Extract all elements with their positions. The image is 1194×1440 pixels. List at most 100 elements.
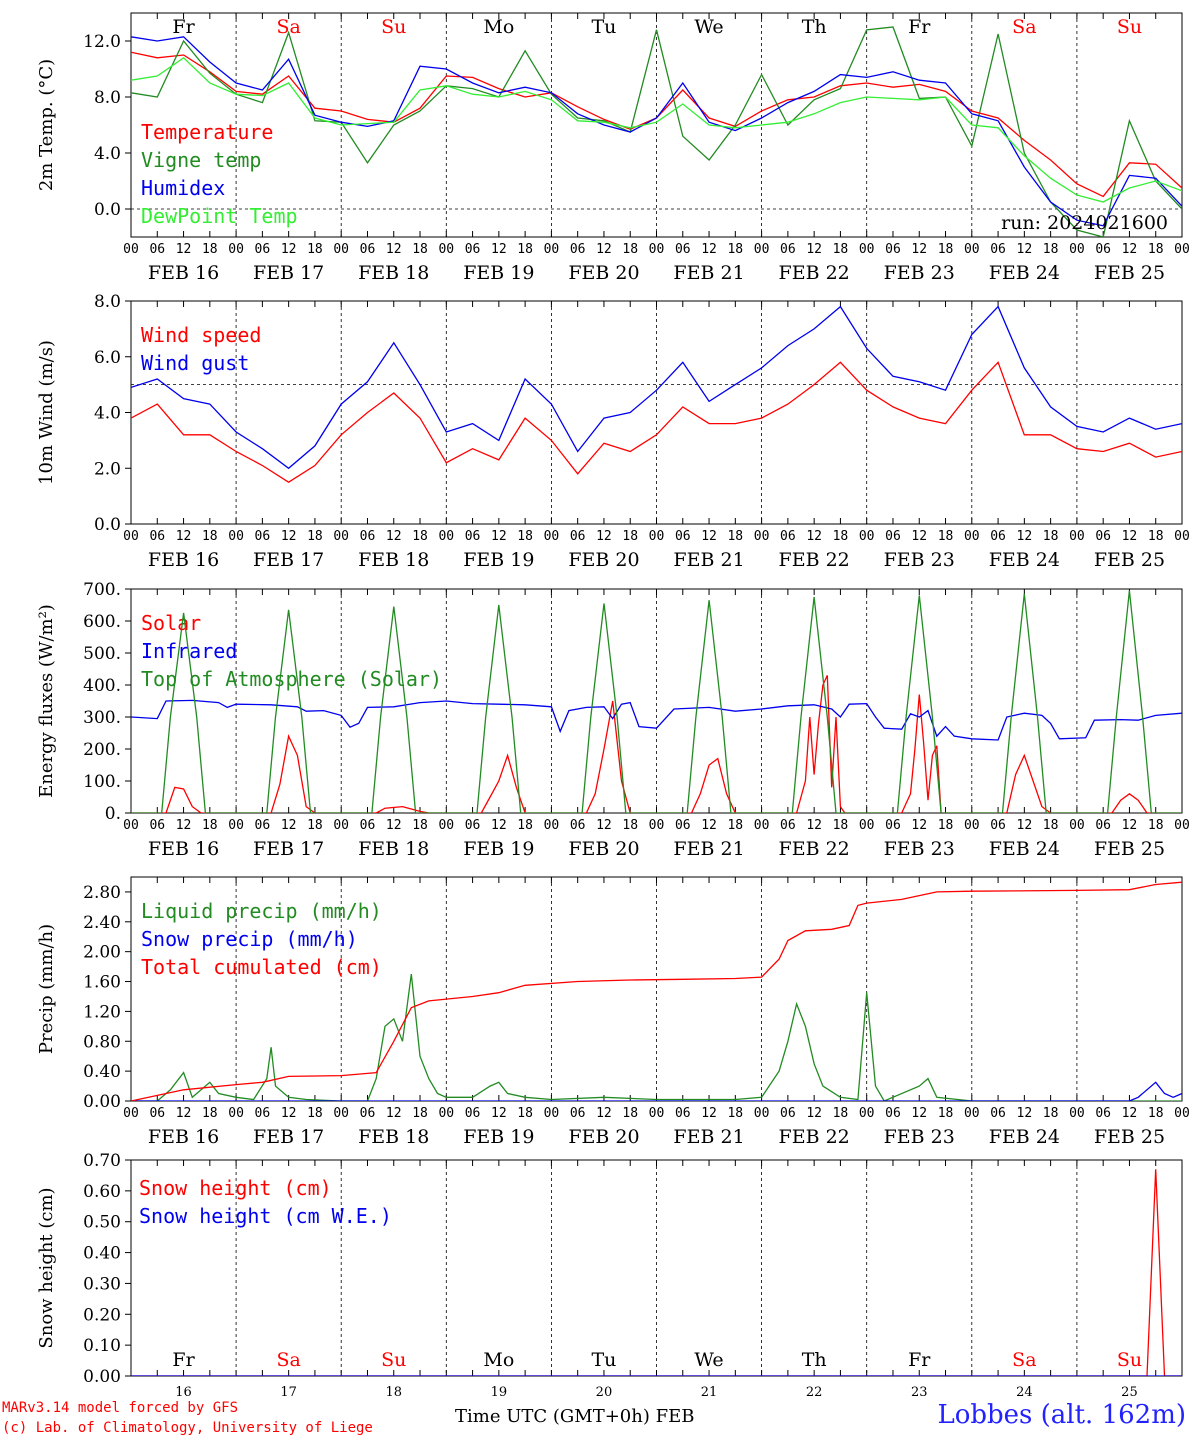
hour-tick-label: 00 (123, 529, 139, 544)
y-tick-label: 0.40 (83, 1244, 121, 1264)
hour-tick-label: 00 (1069, 242, 1085, 257)
series-line-1 (131, 675, 1182, 813)
series-line-2 (131, 26, 1182, 237)
date-label: FEB 25 (1094, 1126, 1165, 1148)
lab-credit: (c) Lab. of Climatology, University of L… (2, 1420, 373, 1436)
weekday-label: Sa (276, 16, 300, 38)
y-axis-label: 2m Temp. (°C) (36, 59, 57, 191)
hour-tick-label: 00 (859, 818, 875, 833)
hour-tick-label: 12 (491, 529, 507, 544)
time-axis-title: Time UTC (GMT+0h) (455, 1406, 650, 1427)
date-label: FEB 24 (989, 549, 1060, 571)
date-number-label: 22 (806, 1385, 823, 1400)
hour-tick-label: 00 (1069, 529, 1085, 544)
legend-entry: Liquid precip (mm/h) (141, 899, 382, 923)
hour-tick-label: 18 (1148, 818, 1164, 833)
hour-tick-label: 18 (307, 818, 323, 833)
y-tick-label: 0.00 (83, 1092, 121, 1112)
hour-tick-label: 00 (228, 242, 244, 257)
hour-tick-label: 18 (1043, 818, 1059, 833)
y-tick-label: 0.00 (83, 1367, 121, 1387)
hour-tick-label: 12 (701, 1106, 717, 1121)
hour-tick-label: 00 (1174, 242, 1190, 257)
hour-tick-label: 12 (386, 1106, 402, 1121)
hour-tick-label: 06 (780, 818, 796, 833)
y-tick-label: 2.0 (94, 459, 121, 479)
date-label: FEB 19 (463, 1126, 534, 1148)
date-label: FEB 21 (673, 549, 744, 571)
hour-tick-label: 06 (255, 818, 271, 833)
run-label: run: 2024021600 (1001, 212, 1168, 234)
hour-tick-label: 00 (438, 529, 454, 544)
hour-tick-label: 00 (1174, 818, 1190, 833)
hour-tick-label: 06 (885, 529, 901, 544)
hour-tick-label: 00 (859, 242, 875, 257)
hour-tick-label: 00 (1069, 818, 1085, 833)
date-label: FEB 19 (463, 262, 534, 284)
weekday-label: Sa (1012, 16, 1036, 38)
hour-tick-label: 18 (938, 818, 954, 833)
date-number-label: 18 (385, 1385, 402, 1400)
hour-tick-label: 18 (1043, 242, 1059, 257)
hour-tick-label: 18 (938, 1106, 954, 1121)
hour-tick-label: 18 (622, 818, 638, 833)
weekday-label: Su (1117, 16, 1142, 38)
hour-tick-label: 00 (964, 818, 980, 833)
legend-entry: Vigne temp (141, 148, 261, 172)
legend-entry: Snow precip (mm/h) (141, 927, 358, 951)
date-label: FEB 20 (568, 1126, 639, 1148)
hour-tick-label: 18 (938, 529, 954, 544)
hour-tick-label: 12 (1122, 529, 1138, 544)
hour-tick-label: 06 (465, 242, 481, 257)
date-label: FEB 25 (1094, 262, 1165, 284)
hour-tick-label: 00 (754, 1106, 770, 1121)
hour-tick-label: 06 (1095, 1106, 1111, 1121)
hour-tick-label: 06 (990, 242, 1006, 257)
hour-tick-label: 00 (123, 818, 139, 833)
date-label: FEB 21 (673, 838, 744, 860)
weekday-label: Su (381, 1349, 406, 1371)
series-line-1 (131, 51, 1182, 198)
hour-tick-label: 06 (465, 818, 481, 833)
date-label: FEB 25 (1094, 549, 1165, 571)
series-line-3 (131, 36, 1182, 227)
hour-tick-label: 00 (649, 529, 665, 544)
y-tick-label: 8.0 (94, 88, 121, 108)
series-line-2 (131, 1081, 1182, 1101)
y-axis-label: 10m Wind (m/s) (36, 340, 57, 485)
hour-tick-label: 06 (780, 242, 796, 257)
date-label: FEB 20 (568, 549, 639, 571)
hour-tick-label: 18 (833, 242, 849, 257)
weekday-label: Fr (908, 16, 931, 38)
hour-tick-label: 18 (727, 529, 743, 544)
hour-tick-label: 06 (149, 1106, 165, 1121)
hour-tick-label: 18 (307, 529, 323, 544)
date-label: FEB 22 (779, 262, 850, 284)
y-tick-label: 0. (105, 804, 121, 824)
date-label: FEB 17 (253, 1126, 324, 1148)
weekday-label: Tu (591, 16, 616, 38)
hour-tick-label: 06 (255, 242, 271, 257)
date-number-label: 24 (1016, 1385, 1033, 1400)
hour-tick-label: 12 (911, 529, 927, 544)
hour-tick-label: 18 (202, 529, 218, 544)
plot-frame (130, 300, 1183, 525)
hour-tick-label: 00 (123, 1106, 139, 1121)
hour-tick-label: 06 (990, 818, 1006, 833)
hour-tick-label: 12 (911, 1106, 927, 1121)
hour-tick-label: 06 (990, 529, 1006, 544)
hour-tick-label: 12 (806, 818, 822, 833)
hour-tick-label: 06 (675, 818, 691, 833)
y-tick-label: 0.30 (83, 1274, 121, 1294)
weekday-label: We (694, 16, 723, 38)
legend-entry: Temperature (141, 120, 273, 144)
station-label: Lobbes (alt. 162m) (937, 1400, 1186, 1430)
plot-frame (130, 588, 1183, 814)
model-credit: MARv3.14 model forced by GFS (2, 1400, 239, 1416)
hour-tick-label: 18 (938, 242, 954, 257)
y-tick-label: 0.50 (83, 1213, 121, 1233)
date-label: FEB 18 (358, 549, 429, 571)
date-label: FEB 16 (148, 1126, 219, 1148)
date-label: FEB 16 (148, 262, 219, 284)
hour-tick-label: 06 (990, 1106, 1006, 1121)
